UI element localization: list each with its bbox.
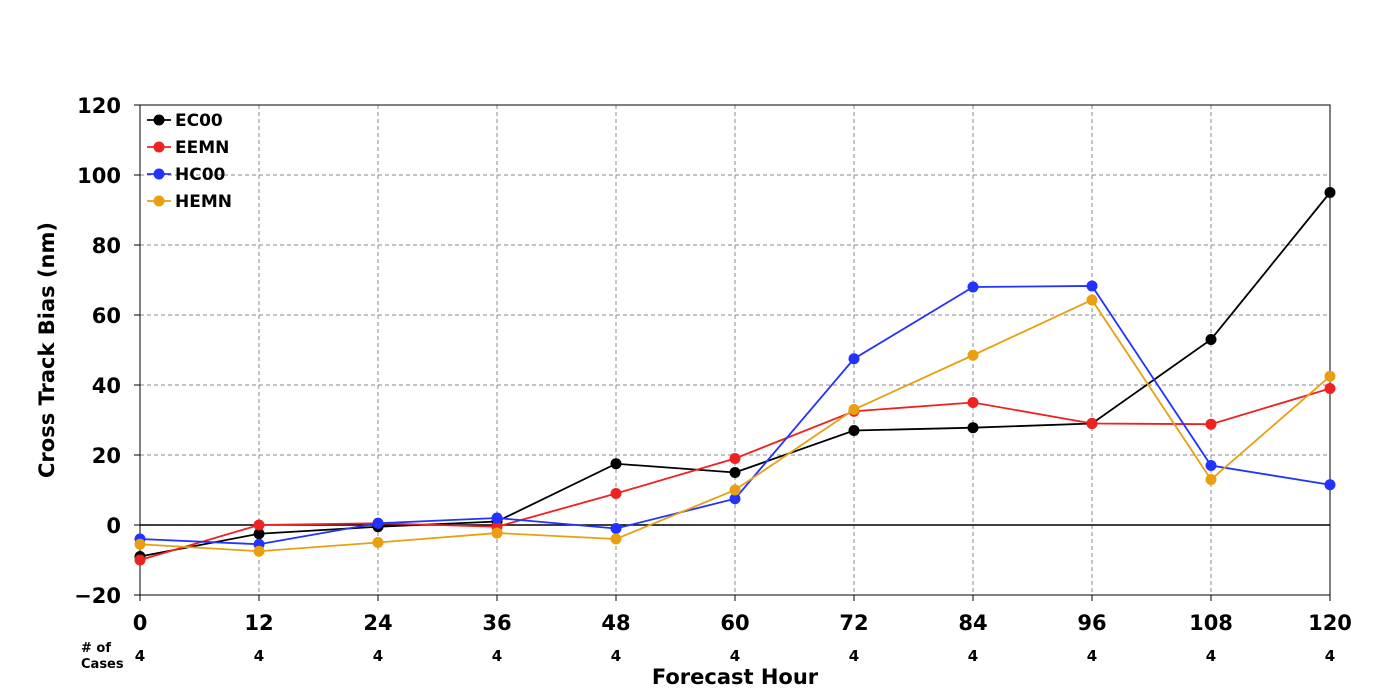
data-point-ec00 — [1205, 334, 1217, 345]
data-point-eemn — [253, 519, 265, 531]
data-point-hc00 — [967, 281, 979, 293]
data-point-hc00 — [1324, 479, 1336, 491]
x-tick-label: 12 — [244, 611, 273, 635]
data-point-ec00 — [848, 425, 860, 436]
y-tick-label: 0 — [106, 514, 121, 538]
case-count: 4 — [373, 647, 383, 665]
legend: EC00 EEMN HC00 HEMN — [147, 111, 232, 212]
axis-ticks: 0412424436448460472484496410841204−20020… — [74, 94, 1352, 665]
x-tick-label: 72 — [839, 611, 868, 635]
data-point-eemn — [1324, 383, 1336, 394]
data-point-ec00 — [967, 422, 979, 434]
data-point-hemn — [253, 545, 265, 557]
y-tick-label: −20 — [74, 584, 121, 608]
data-point-hemn — [134, 538, 146, 550]
data-point-hemn — [1324, 370, 1336, 382]
legend-marker-hemn — [153, 195, 165, 207]
data-point-eemn — [610, 488, 622, 499]
x-tick-label: 48 — [601, 611, 630, 635]
data-point-eemn — [967, 397, 979, 408]
data-point-hemn — [491, 527, 503, 539]
cases-label-line2: Cases — [81, 657, 124, 672]
data-point-hemn — [610, 533, 622, 545]
y-tick-label: 80 — [92, 234, 121, 258]
legend-marker-ec00 — [153, 114, 165, 126]
x-tick-label: 60 — [720, 611, 749, 635]
data-point-hc00 — [1205, 460, 1217, 471]
y-tick-label: 100 — [77, 164, 121, 188]
y-tick-label: 120 — [77, 94, 121, 118]
case-count: 4 — [849, 647, 859, 665]
x-tick-label: 120 — [1308, 611, 1352, 635]
data-point-ec00 — [729, 467, 741, 478]
data-point-hc00 — [610, 523, 622, 534]
data-point-hc00 — [729, 493, 741, 505]
x-tick-label: 96 — [1077, 611, 1106, 635]
case-count: 4 — [1325, 647, 1335, 665]
case-count: 4 — [611, 647, 621, 665]
legend-label-ec00: EC00 — [175, 111, 223, 131]
y-tick-label: 40 — [92, 374, 121, 398]
y-axis-title: Cross Track Bias (nm) — [35, 222, 59, 478]
data-point-hc00 — [848, 353, 860, 365]
data-point-hc00 — [491, 512, 503, 524]
data-point-eemn — [1086, 418, 1098, 429]
case-count: 4 — [1206, 647, 1216, 665]
data-point-hc00 — [1086, 280, 1098, 292]
data-point-eemn — [134, 554, 146, 566]
data-point-hemn — [729, 484, 741, 496]
data-point-ec00 — [253, 528, 265, 540]
case-count: 4 — [135, 647, 145, 665]
y-tick-label: 60 — [92, 304, 121, 328]
grid-lines — [140, 105, 1330, 595]
case-count: 4 — [254, 647, 264, 665]
case-count: 4 — [492, 647, 502, 665]
legend-label-eemn: EEMN — [175, 138, 229, 158]
x-tick-label: 36 — [482, 611, 511, 635]
legend-marker-hc00 — [153, 168, 165, 180]
data-point-ec00 — [610, 458, 622, 470]
case-count: 4 — [968, 647, 978, 665]
series-layer — [134, 187, 1336, 566]
cases-label-line1: # of — [81, 641, 111, 656]
data-point-hemn — [1205, 474, 1217, 485]
data-point-hc00 — [372, 517, 384, 529]
legend-marker-eemn — [153, 141, 165, 153]
data-point-ec00 — [1324, 187, 1336, 198]
x-tick-label: 84 — [958, 611, 987, 635]
x-axis-title: Forecast Hour — [652, 665, 819, 689]
legend-label-hemn: HEMN — [175, 192, 232, 212]
legend-label-hc00: HC00 — [175, 165, 226, 185]
data-point-hemn — [967, 349, 979, 361]
data-point-eemn — [729, 453, 741, 464]
x-tick-label: 0 — [133, 611, 148, 635]
data-point-hemn — [372, 537, 384, 548]
data-point-eemn — [1205, 418, 1217, 430]
y-tick-label: 20 — [92, 444, 121, 468]
data-point-hemn — [848, 404, 860, 415]
case-count: 4 — [1087, 647, 1097, 665]
data-point-hemn — [1086, 294, 1098, 306]
x-tick-label: 24 — [363, 611, 392, 635]
case-count: 4 — [730, 647, 740, 665]
x-tick-label: 108 — [1189, 611, 1233, 635]
